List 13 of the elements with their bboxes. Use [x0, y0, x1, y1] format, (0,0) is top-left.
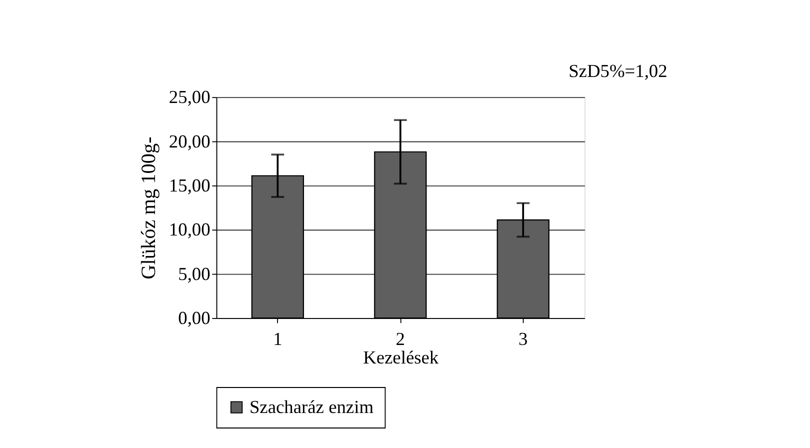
legend-label: Szacharáz enzim [249, 396, 374, 417]
y-tick-label: 15,00 [168, 175, 210, 196]
x-axis-title: Kezelések [363, 348, 440, 368]
y-tick-label: 0,00 [178, 308, 210, 328]
y-tick-label: 25,00 [168, 87, 210, 108]
x-tick-label: 1 [273, 329, 282, 350]
y-tick-label: 5,00 [178, 264, 210, 284]
x-tick-label: 3 [518, 329, 528, 350]
y-tick-label: 10,00 [168, 220, 210, 240]
x-tick-label: 2 [396, 329, 405, 350]
y-tick-label: 20,00 [168, 131, 210, 152]
y-axis-title: Glükóz mg 100g- [138, 136, 160, 280]
text: SzD5%=1,02 [568, 60, 668, 81]
